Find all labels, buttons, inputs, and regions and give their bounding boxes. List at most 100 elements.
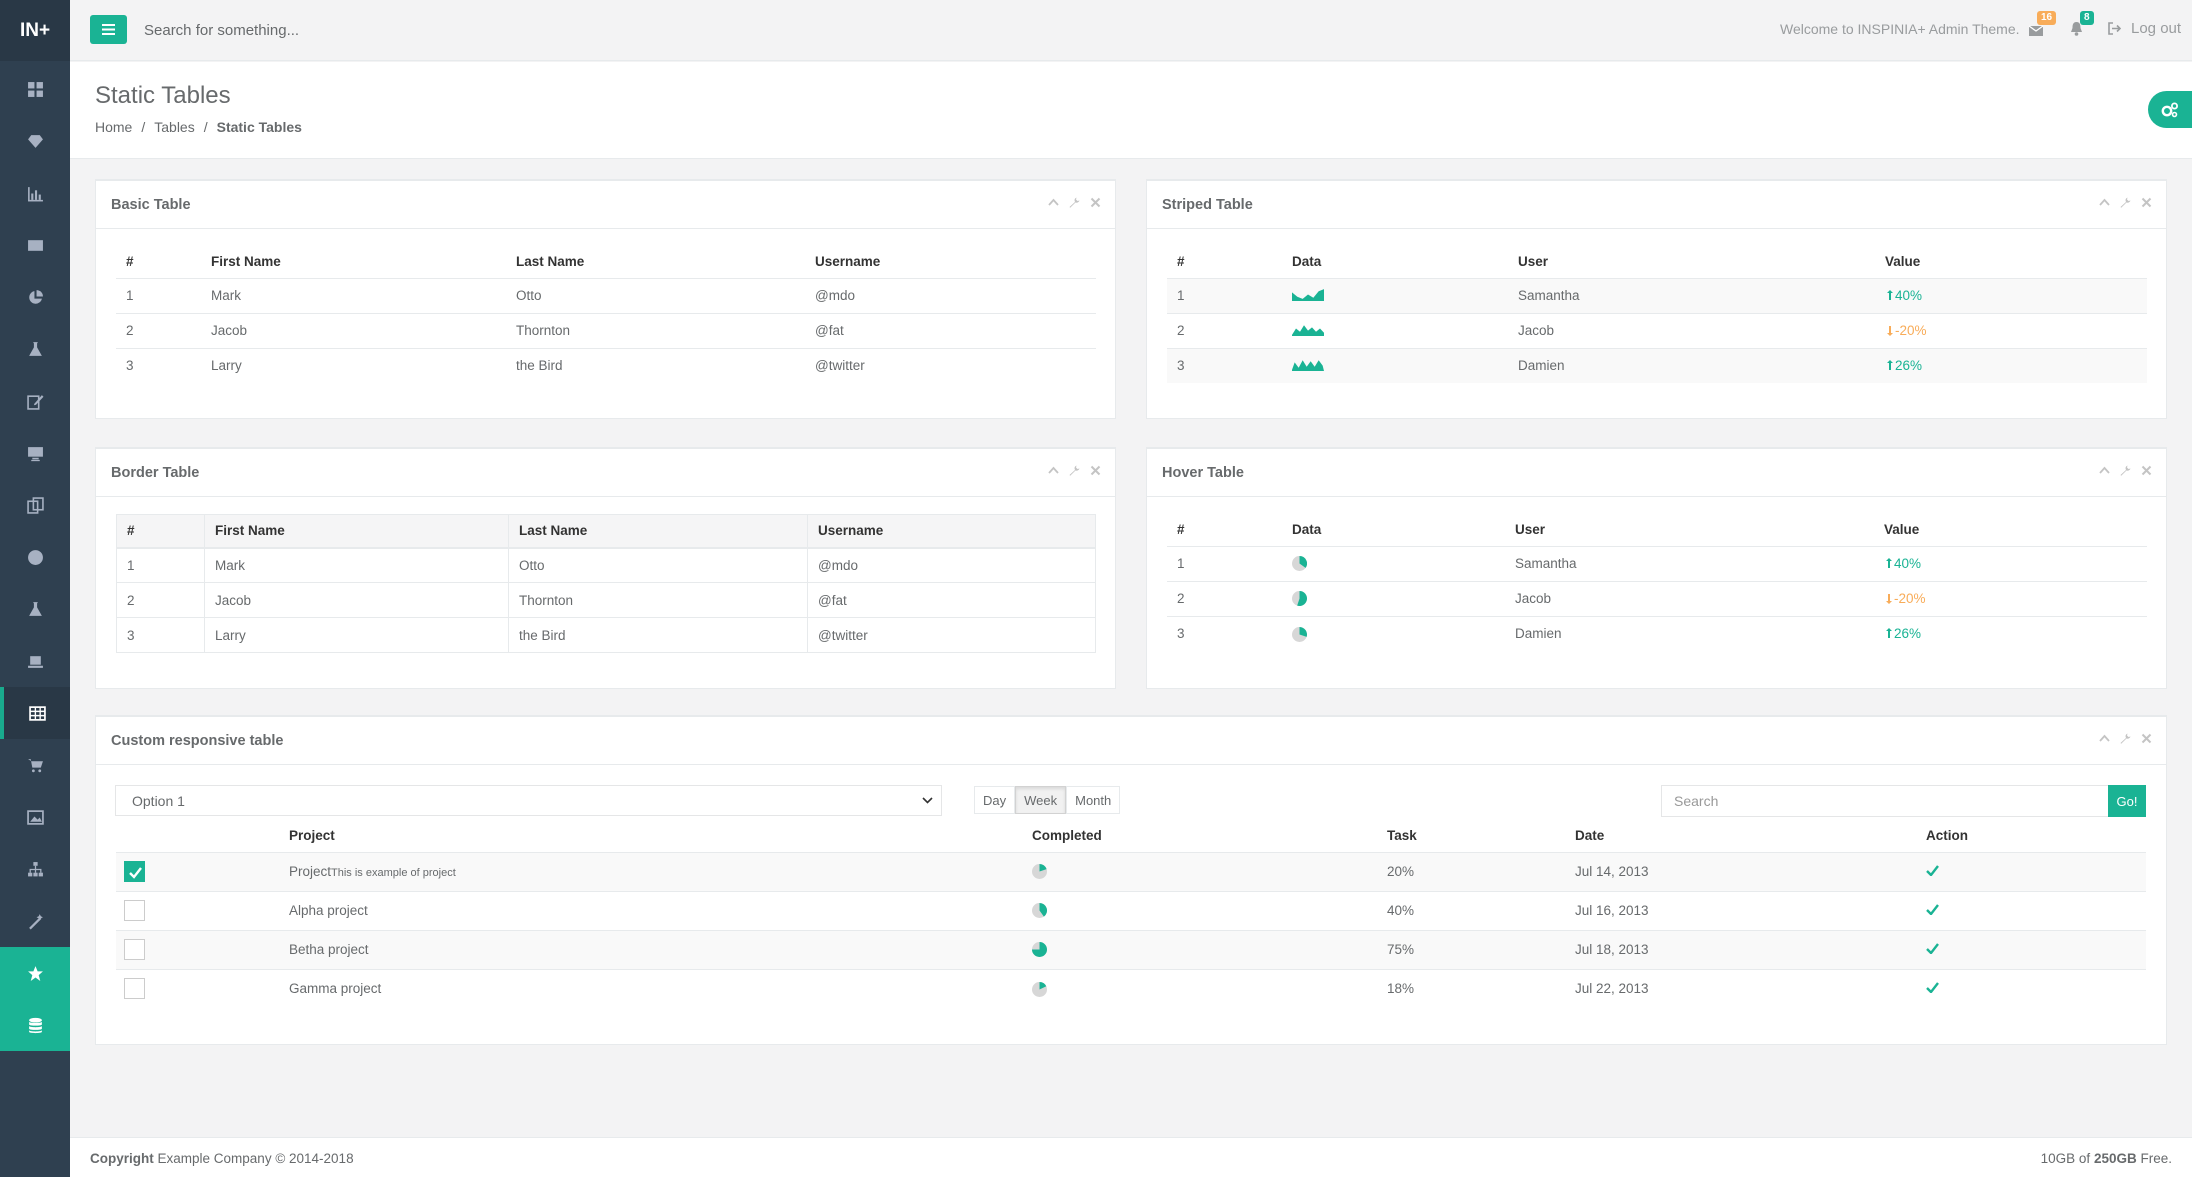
wrench-icon[interactable] <box>2120 465 2131 476</box>
wrench-icon[interactable] <box>1069 197 1080 208</box>
top-search-input[interactable] <box>144 18 544 42</box>
sidebar-item-flask[interactable] <box>0 583 70 635</box>
table-row[interactable]: 1 Samantha 40% <box>1167 546 2147 582</box>
sidebar-item-edit[interactable] <box>0 375 70 427</box>
panel-title: Hover Table <box>1162 464 1244 481</box>
sidebar-item-star[interactable] <box>0 947 70 999</box>
project-cell: ProjectThis is example of project <box>279 852 1022 892</box>
sidebar-item-sitemap[interactable] <box>0 843 70 895</box>
column-header: First Name <box>201 245 506 279</box>
sidebar-item-diamond[interactable] <box>0 115 70 167</box>
hover-table-panel: Hover Table # Data User Value 1 Samantha 4… <box>1146 447 2167 689</box>
sidebar-item-cart[interactable] <box>0 739 70 791</box>
logout-link[interactable]: Log out <box>2108 20 2181 37</box>
completed-cell <box>1022 930 1377 970</box>
striped-table-panel: Striped Table # Data User Value 1 Samanth… <box>1146 179 2167 419</box>
sidebar-item-bar-chart[interactable] <box>0 167 70 219</box>
sidebar-item-dashboard[interactable] <box>0 63 70 115</box>
footer-copyright: Copyright Example Company © 2014-2018 <box>90 1151 354 1166</box>
select-value: Option 1 <box>132 792 185 809</box>
close-icon[interactable] <box>2141 197 2152 208</box>
option-select[interactable]: Option 1 <box>115 785 942 816</box>
storage-used: 10GB of <box>2040 1151 2091 1166</box>
check-icon[interactable] <box>1926 982 1939 995</box>
chevron-up-icon[interactable] <box>1048 197 1059 208</box>
table-row: 2 Jacob -20% <box>1167 313 2147 349</box>
sidebar-item-flask[interactable] <box>0 323 70 375</box>
go-button[interactable]: Go! <box>2108 785 2146 817</box>
action-cell <box>1916 852 2146 892</box>
chevron-up-icon[interactable] <box>1048 465 1059 476</box>
theme-settings-button[interactable] <box>2148 91 2192 128</box>
table-row[interactable]: 3 Damien 26% <box>1167 616 2147 651</box>
month-button[interactable]: Month <box>1066 786 1121 814</box>
breadcrumb-home[interactable]: Home <box>95 119 133 135</box>
custom-search-input[interactable]: Search <box>1661 785 2110 817</box>
check-icon[interactable] <box>1926 865 1939 877</box>
sidebar-item-files[interactable] <box>0 479 70 531</box>
sidebar-item-table[interactable] <box>0 687 70 739</box>
close-icon[interactable] <box>1090 465 1101 476</box>
close-icon[interactable] <box>2141 733 2152 744</box>
project-name: Betha project <box>289 942 369 957</box>
sidebar-item-envelope[interactable] <box>0 219 70 271</box>
completed-cell <box>1022 969 1377 1008</box>
value-cell: -20% <box>1875 313 2147 349</box>
sidebar-item-magic[interactable] <box>0 895 70 947</box>
row-checkbox[interactable] <box>124 900 145 921</box>
chevron-up-icon[interactable] <box>2099 733 2110 744</box>
close-icon[interactable] <box>1090 197 1101 208</box>
logo[interactable]: IN+ <box>0 0 70 61</box>
check-icon[interactable] <box>1926 943 1939 955</box>
user-cell: Samantha <box>1505 546 1874 582</box>
day-button[interactable]: Day <box>974 786 1016 814</box>
wrench-icon[interactable] <box>2120 197 2131 208</box>
topbar: Welcome to INSPINIA+ Admin Theme. 16 8 L… <box>70 0 2192 61</box>
pie-chart <box>1032 942 1047 958</box>
column-header: Username <box>807 514 1096 549</box>
sidebar-item-picture[interactable] <box>0 791 70 843</box>
database-icon <box>28 1017 42 1033</box>
chevron-up-icon[interactable] <box>2099 465 2110 476</box>
sidebar-item-laptop[interactable] <box>0 635 70 687</box>
table-row: 1 Samantha 40% <box>1167 278 2147 314</box>
table-icon <box>28 705 46 721</box>
sidebar-item-database[interactable] <box>0 999 70 1051</box>
table-row: 1 Mark Otto @mdo <box>116 278 1096 314</box>
level-up-icon <box>1886 360 1893 371</box>
footer: Copyright Example Company © 2014-2018 10… <box>70 1137 2192 1177</box>
table-row: Gamma project 18% Jul 22, 2013 <box>116 969 2146 1008</box>
striped-table: # Data User Value 1 Samantha 40% 2 Jacob -20%… <box>1167 245 2147 383</box>
column-header: # <box>116 514 205 549</box>
check-icon <box>129 867 142 879</box>
column-header: # <box>1167 513 1282 547</box>
table-row[interactable]: 2 Jacob -20% <box>1167 581 2147 617</box>
column-header: # <box>1167 245 1282 279</box>
week-button[interactable]: Week <box>1015 786 1067 814</box>
value-cell: 26% <box>1875 348 2147 383</box>
row-checkbox[interactable] <box>124 978 145 1000</box>
menu-toggle-button[interactable] <box>90 15 127 44</box>
user-cell: Samantha <box>1508 278 1875 314</box>
sidebar-item-pie-chart[interactable] <box>0 271 70 323</box>
gears-icon <box>2161 102 2178 117</box>
row-checkbox[interactable] <box>124 861 145 882</box>
wrench-icon[interactable] <box>1069 465 1080 476</box>
wrench-icon[interactable] <box>2120 733 2131 744</box>
value-text: -20% <box>1894 591 1926 606</box>
breadcrumb-tables[interactable]: Tables <box>154 119 195 135</box>
close-icon[interactable] <box>2141 465 2152 476</box>
level-down-icon <box>1886 326 1893 336</box>
task-cell: 75% <box>1377 930 1565 970</box>
column-header: Data <box>1282 245 1508 279</box>
value-badge: 40% <box>1885 288 1922 303</box>
chevron-up-icon[interactable] <box>2099 197 2110 208</box>
row-checkbox[interactable] <box>124 939 145 960</box>
check-icon[interactable] <box>1926 904 1939 916</box>
sitemap-icon <box>27 861 43 876</box>
messages-button[interactable]: 16 <box>2028 11 2057 41</box>
sidebar-item-desktop[interactable] <box>0 427 70 479</box>
alerts-button[interactable]: 8 <box>2070 11 2094 41</box>
table-cell: @fat <box>805 313 1096 349</box>
sidebar-item-globe[interactable] <box>0 531 70 583</box>
